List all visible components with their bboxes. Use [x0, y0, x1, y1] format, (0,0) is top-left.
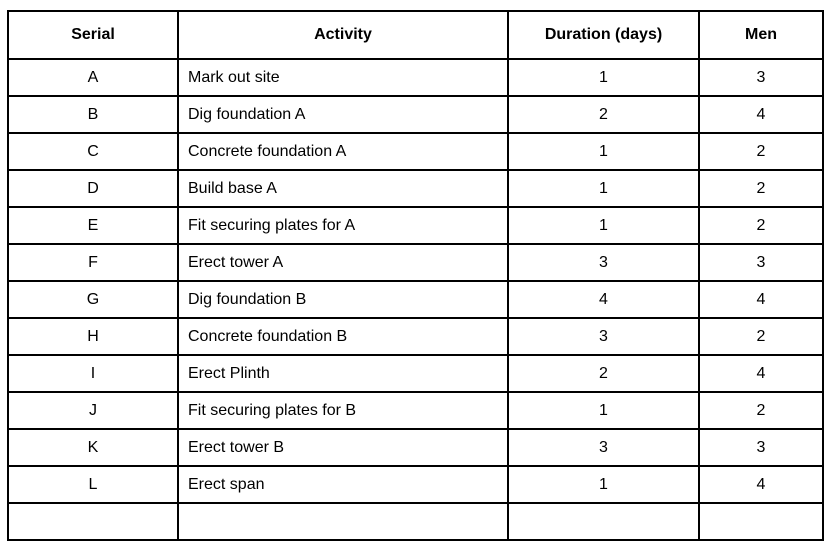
- serial-cell: L: [7, 465, 179, 504]
- activity-cell: Dig foundation B: [177, 280, 509, 319]
- men-cell: 4: [698, 465, 824, 504]
- header-duration: Duration (days): [507, 10, 700, 60]
- serial-cell: D: [7, 169, 179, 208]
- activity-cell: Erect Plinth: [177, 354, 509, 393]
- duration-cell: 3: [507, 317, 700, 356]
- serial-cell: A: [7, 58, 179, 97]
- serial-cell: C: [7, 132, 179, 171]
- men-cell: [698, 502, 824, 541]
- header-men: Men: [698, 10, 824, 60]
- serial-cell: H: [7, 317, 179, 356]
- men-cell: 2: [698, 317, 824, 356]
- activity-cell: Mark out site: [177, 58, 509, 97]
- table-row: B Dig foundation A 2 4: [7, 95, 824, 134]
- table-row: L Erect span 1 4: [7, 465, 824, 504]
- activity-cell: Concrete foundation B: [177, 317, 509, 356]
- header-serial: Serial: [7, 10, 179, 60]
- duration-cell: 2: [507, 95, 700, 134]
- activity-cell: Dig foundation A: [177, 95, 509, 134]
- activity-table: Serial Activity Duration (days) Men A Ma…: [7, 10, 824, 541]
- men-cell: 3: [698, 428, 824, 467]
- serial-cell: I: [7, 354, 179, 393]
- activity-cell: Erect span: [177, 465, 509, 504]
- activity-cell: Erect tower B: [177, 428, 509, 467]
- duration-cell: 3: [507, 428, 700, 467]
- table-row: E Fit securing plates for A 1 2: [7, 206, 824, 245]
- serial-cell: B: [7, 95, 179, 134]
- table-row: C Concrete foundation A 1 2: [7, 132, 824, 171]
- duration-cell: 1: [507, 465, 700, 504]
- men-cell: 4: [698, 354, 824, 393]
- men-cell: 2: [698, 169, 824, 208]
- serial-cell: [7, 502, 179, 541]
- partial-row-cutoff: [7, 502, 824, 541]
- duration-cell: 1: [507, 169, 700, 208]
- duration-cell: 1: [507, 58, 700, 97]
- duration-cell: 4: [507, 280, 700, 319]
- duration-cell: 3: [507, 243, 700, 282]
- header-activity: Activity: [177, 10, 509, 60]
- duration-cell: 1: [507, 391, 700, 430]
- table-row: H Concrete foundation B 3 2: [7, 317, 824, 356]
- table-row: D Build base A 1 2: [7, 169, 824, 208]
- men-cell: 3: [698, 243, 824, 282]
- table-row: A Mark out site 1 3: [7, 58, 824, 97]
- table-row: G Dig foundation B 4 4: [7, 280, 824, 319]
- serial-cell: E: [7, 206, 179, 245]
- duration-cell: 1: [507, 132, 700, 171]
- serial-cell: K: [7, 428, 179, 467]
- duration-cell: [507, 502, 700, 541]
- activity-cell: Fit securing plates for A: [177, 206, 509, 245]
- men-cell: 2: [698, 206, 824, 245]
- activity-cell: Concrete foundation A: [177, 132, 509, 171]
- serial-cell: G: [7, 280, 179, 319]
- activity-cell: Fit securing plates for B: [177, 391, 509, 430]
- activity-cell: Build base A: [177, 169, 509, 208]
- duration-cell: 2: [507, 354, 700, 393]
- men-cell: 3: [698, 58, 824, 97]
- table-row: J Fit securing plates for B 1 2: [7, 391, 824, 430]
- table-row: K Erect tower B 3 3: [7, 428, 824, 467]
- table-row: F Erect tower A 3 3: [7, 243, 824, 282]
- table-row: I Erect Plinth 2 4: [7, 354, 824, 393]
- men-cell: 2: [698, 391, 824, 430]
- activity-cell: Erect tower A: [177, 243, 509, 282]
- serial-cell: F: [7, 243, 179, 282]
- men-cell: 2: [698, 132, 824, 171]
- duration-cell: 1: [507, 206, 700, 245]
- men-cell: 4: [698, 95, 824, 134]
- header-row: Serial Activity Duration (days) Men: [7, 10, 824, 60]
- serial-cell: J: [7, 391, 179, 430]
- activity-cell: [177, 502, 509, 541]
- men-cell: 4: [698, 280, 824, 319]
